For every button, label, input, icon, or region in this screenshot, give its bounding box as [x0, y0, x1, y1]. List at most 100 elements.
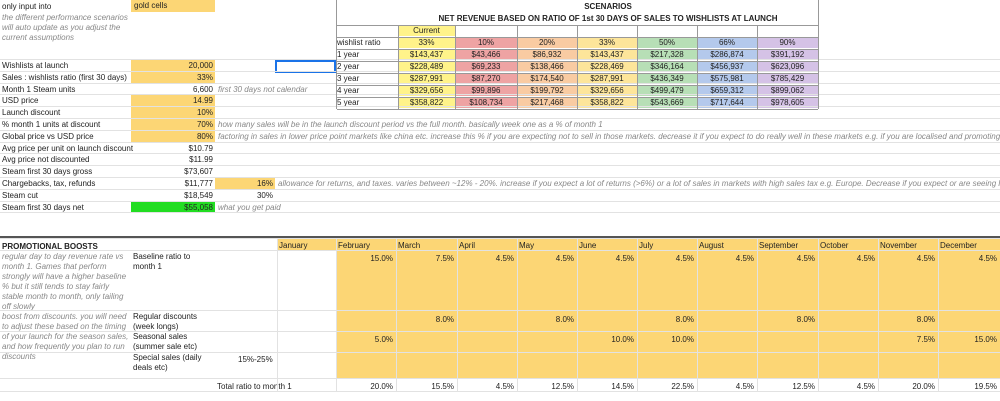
- scenario-value: $108,734: [455, 97, 517, 108]
- total-value: 12.5%: [551, 382, 574, 391]
- scenario-ratio: 10%: [455, 37, 517, 48]
- scenario-value: $659,312: [697, 85, 757, 96]
- grid-line: [0, 94, 1000, 95]
- total-value: 22.5%: [671, 382, 694, 391]
- input-label: Launch discount: [2, 108, 61, 117]
- seasonal-sale-value[interactable]: 10.0%: [671, 335, 694, 344]
- input-label: Steam first 30 days net: [2, 203, 84, 212]
- input-extra[interactable]: 16%: [215, 178, 275, 189]
- scenario-grid-v: [697, 25, 698, 109]
- grid-line: [0, 83, 1000, 84]
- baseline-value[interactable]: 4.5%: [675, 254, 694, 263]
- scenario-value: $499,479: [637, 85, 697, 96]
- seasonal-sale-value[interactable]: 7.5%: [916, 335, 935, 344]
- baseline-value[interactable]: 4.5%: [735, 254, 754, 263]
- current-label: Current: [398, 25, 455, 36]
- input-value[interactable]: 14.99: [131, 95, 215, 106]
- input-value: 6,600: [192, 85, 213, 94]
- baseline-value[interactable]: 4.5%: [555, 254, 574, 263]
- grid-line: [457, 238, 458, 391]
- seasonal-sale-value[interactable]: 10.0%: [611, 335, 634, 344]
- input-label: Global price vs USD price: [2, 132, 94, 141]
- input-value[interactable]: 33%: [131, 72, 215, 83]
- baseline-value[interactable]: 15.0%: [370, 254, 393, 263]
- month-header: May: [519, 241, 535, 250]
- regular-discount-value[interactable]: 8.0%: [435, 315, 454, 324]
- scenario-grid-v: [336, 0, 337, 109]
- scenario-grid-v: [517, 25, 518, 109]
- scenario-value: $543,669: [637, 97, 697, 108]
- month-header: January: [279, 241, 308, 250]
- scenario-value: $143,437: [398, 49, 455, 60]
- month-header: November: [880, 241, 917, 250]
- scenario-year: 1 year: [337, 50, 360, 59]
- grid-line: [396, 238, 397, 391]
- grid-line: [0, 59, 1000, 60]
- selected-cell[interactable]: [275, 60, 336, 73]
- legend-gold-cells[interactable]: gold cells: [131, 0, 215, 12]
- regular-discount-value[interactable]: 8.0%: [916, 315, 935, 324]
- baseline-value[interactable]: 4.5%: [978, 254, 997, 263]
- total-value: 15.5%: [431, 382, 454, 391]
- wishlist-ratio-label: wishlist ratio: [337, 38, 381, 47]
- grid-line: [0, 391, 1000, 392]
- section-divider: [0, 236, 1000, 238]
- baseline-value[interactable]: 7.5%: [435, 254, 454, 263]
- scenario-value: $329,656: [577, 85, 637, 96]
- seasonal-sale-value[interactable]: 5.0%: [374, 335, 393, 344]
- scenario-value: $785,429: [757, 73, 818, 84]
- input-note: how many sales will be in the launch dis…: [218, 120, 603, 129]
- scenario-ratio: 90%: [757, 37, 818, 48]
- scenario-value: $286,874: [697, 49, 757, 60]
- baseline-value[interactable]: 4.5%: [916, 254, 935, 263]
- input-label: Avg price per unit on launch discount: [2, 144, 134, 153]
- grid-line: [0, 250, 1000, 251]
- input-value: $10.79: [188, 144, 213, 153]
- scenario-ratio: 33%: [577, 37, 637, 48]
- scenario-value: $87,270: [455, 73, 517, 84]
- seasonal-sale-value[interactable]: 15.0%: [974, 335, 997, 344]
- baseline-value[interactable]: 4.5%: [495, 254, 514, 263]
- baseline-value[interactable]: 4.5%: [856, 254, 875, 263]
- grid-line: [878, 238, 879, 391]
- scenario-value: $358,822: [398, 97, 455, 108]
- month-header: July: [639, 241, 654, 250]
- scenario-value: $358,822: [577, 97, 637, 108]
- baseline-value[interactable]: 4.5%: [796, 254, 815, 263]
- month-header: October: [820, 241, 849, 250]
- regular-discount-value[interactable]: 8.0%: [675, 315, 694, 324]
- regular-discount-value[interactable]: 8.0%: [796, 315, 815, 324]
- discount-description: boost from discounts. you will need to a…: [2, 312, 129, 361]
- scenario-grid-v: [757, 25, 758, 109]
- input-label: USD price: [2, 96, 39, 105]
- input-label: Steam first 30 days gross: [2, 167, 93, 176]
- total-value: 20.0%: [912, 382, 935, 391]
- grid-line: [0, 201, 1000, 202]
- baseline-value[interactable]: 4.5%: [615, 254, 634, 263]
- month-header: June: [579, 241, 597, 250]
- scenario-year: 5 year: [337, 98, 360, 107]
- input-value[interactable]: 10%: [131, 107, 215, 118]
- grid-line: [0, 106, 1000, 107]
- total-ratio-label: Total ratio to month 1: [217, 382, 292, 391]
- input-value: $11,777: [184, 179, 213, 188]
- input-value[interactable]: 70%: [131, 119, 215, 130]
- input-value: $55,058: [131, 202, 215, 213]
- regular-discounts-label: Regular discounts (week longs): [133, 312, 198, 331]
- input-value[interactable]: 80%: [131, 131, 215, 142]
- scenario-ratio: 33%: [398, 37, 455, 48]
- special-sales-range: 15%-25%: [238, 355, 273, 364]
- input-value[interactable]: 20,000: [131, 60, 215, 71]
- input-value: $18,549: [184, 191, 213, 200]
- grid-line: [0, 71, 1000, 72]
- scenarios-title: SCENARIOS: [584, 2, 632, 11]
- regular-discount-value[interactable]: 8.0%: [555, 315, 574, 324]
- promo-inputs-bg: [336, 250, 1000, 378]
- grid-line: [757, 238, 758, 391]
- grid-line: [0, 142, 1000, 143]
- scenario-value: $138,466: [517, 61, 577, 72]
- input-label: Steam cut: [2, 191, 39, 200]
- scenario-value: $717,644: [697, 97, 757, 108]
- grid-line: [938, 238, 939, 391]
- grid-line: [0, 130, 1000, 131]
